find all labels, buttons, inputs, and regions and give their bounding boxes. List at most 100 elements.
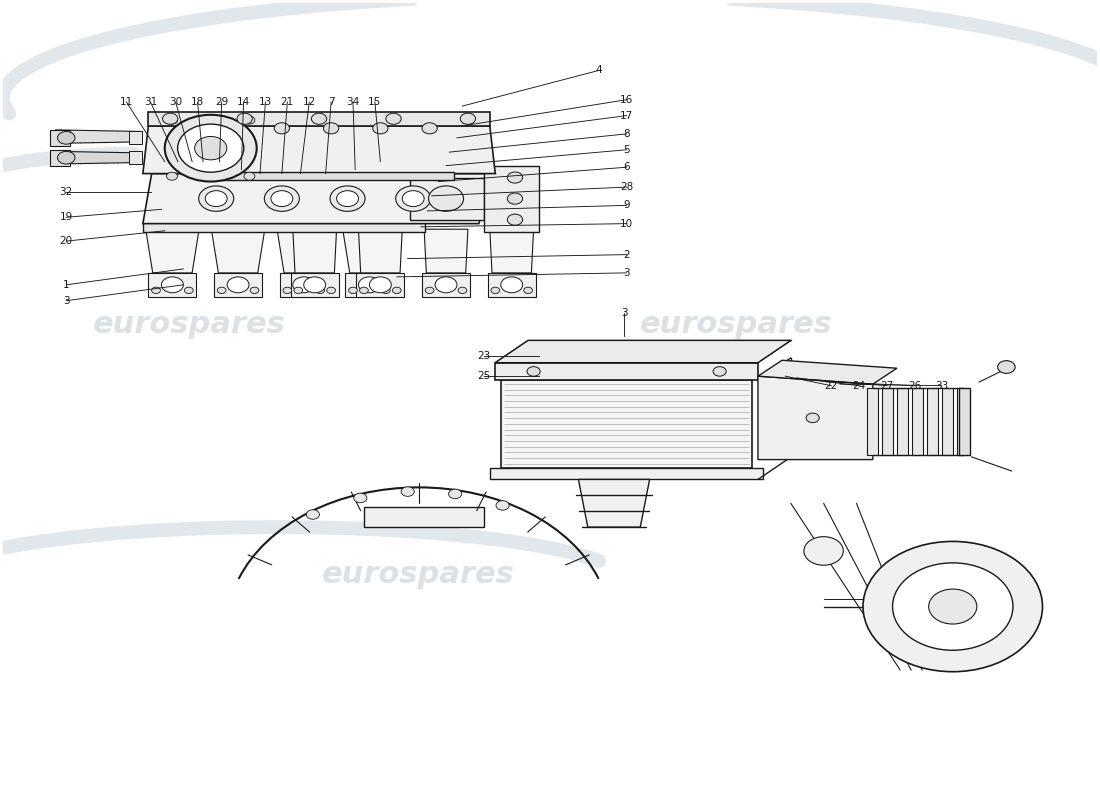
Text: 26: 26 bbox=[908, 381, 921, 390]
Circle shape bbox=[152, 287, 161, 294]
Circle shape bbox=[354, 494, 367, 502]
Circle shape bbox=[206, 190, 227, 206]
Text: 14: 14 bbox=[236, 97, 250, 107]
Circle shape bbox=[323, 122, 339, 134]
Bar bbox=[50, 150, 69, 166]
Circle shape bbox=[264, 186, 299, 211]
Polygon shape bbox=[356, 273, 405, 297]
Circle shape bbox=[429, 186, 463, 211]
Text: 6: 6 bbox=[624, 162, 630, 172]
Circle shape bbox=[293, 277, 315, 293]
Circle shape bbox=[928, 589, 977, 624]
Circle shape bbox=[449, 489, 462, 498]
Text: 7: 7 bbox=[328, 97, 334, 107]
Polygon shape bbox=[912, 389, 923, 455]
Circle shape bbox=[403, 190, 425, 206]
Polygon shape bbox=[490, 229, 534, 273]
Circle shape bbox=[460, 114, 475, 124]
Polygon shape bbox=[868, 389, 878, 455]
Text: 30: 30 bbox=[169, 97, 183, 107]
Text: 27: 27 bbox=[880, 381, 893, 390]
Circle shape bbox=[283, 287, 292, 294]
Circle shape bbox=[236, 114, 252, 124]
Circle shape bbox=[244, 116, 255, 124]
Text: 29: 29 bbox=[214, 97, 229, 107]
Bar bbox=[959, 389, 970, 455]
Circle shape bbox=[330, 186, 365, 211]
Polygon shape bbox=[422, 273, 470, 297]
Polygon shape bbox=[359, 229, 403, 273]
Text: 24: 24 bbox=[852, 381, 866, 390]
Circle shape bbox=[311, 114, 327, 124]
Polygon shape bbox=[957, 389, 968, 455]
Polygon shape bbox=[55, 151, 142, 164]
Polygon shape bbox=[758, 360, 896, 384]
Polygon shape bbox=[579, 479, 650, 527]
Circle shape bbox=[491, 287, 499, 294]
Text: 11: 11 bbox=[120, 97, 133, 107]
Bar bbox=[211, 172, 453, 180]
Polygon shape bbox=[342, 226, 397, 273]
Text: eurospares: eurospares bbox=[640, 310, 833, 339]
Text: 3: 3 bbox=[621, 308, 628, 318]
Polygon shape bbox=[882, 389, 893, 455]
Polygon shape bbox=[145, 226, 200, 273]
Circle shape bbox=[393, 287, 402, 294]
Circle shape bbox=[274, 122, 289, 134]
Circle shape bbox=[349, 287, 358, 294]
Text: 12: 12 bbox=[302, 97, 316, 107]
Text: eurospares: eurospares bbox=[322, 560, 515, 590]
Circle shape bbox=[250, 287, 258, 294]
Text: eurospares: eurospares bbox=[92, 310, 285, 339]
Circle shape bbox=[458, 287, 466, 294]
Circle shape bbox=[360, 287, 368, 294]
Circle shape bbox=[306, 510, 319, 519]
Circle shape bbox=[422, 122, 438, 134]
Polygon shape bbox=[211, 226, 265, 273]
Text: 31: 31 bbox=[144, 97, 157, 107]
Text: 1: 1 bbox=[63, 280, 69, 290]
Polygon shape bbox=[214, 273, 262, 297]
Polygon shape bbox=[143, 126, 495, 174]
Text: 3: 3 bbox=[63, 296, 69, 306]
Polygon shape bbox=[55, 130, 142, 143]
Circle shape bbox=[804, 537, 844, 566]
Bar bbox=[129, 131, 142, 144]
Circle shape bbox=[185, 287, 194, 294]
Polygon shape bbox=[148, 273, 197, 297]
Circle shape bbox=[370, 277, 392, 293]
Circle shape bbox=[373, 122, 388, 134]
Circle shape bbox=[500, 277, 522, 293]
Circle shape bbox=[195, 137, 227, 160]
Circle shape bbox=[271, 190, 293, 206]
Text: 23: 23 bbox=[477, 351, 491, 362]
Circle shape bbox=[165, 114, 256, 182]
Bar bbox=[495, 362, 758, 380]
Circle shape bbox=[806, 413, 820, 422]
Polygon shape bbox=[345, 273, 394, 297]
Polygon shape bbox=[927, 389, 938, 455]
Text: 21: 21 bbox=[280, 97, 294, 107]
Circle shape bbox=[218, 287, 226, 294]
Circle shape bbox=[507, 193, 522, 204]
Bar bbox=[129, 151, 142, 164]
Circle shape bbox=[998, 361, 1015, 374]
Text: 4: 4 bbox=[596, 66, 603, 75]
Circle shape bbox=[864, 542, 1043, 672]
Polygon shape bbox=[490, 467, 763, 479]
Polygon shape bbox=[276, 226, 331, 273]
Text: 5: 5 bbox=[624, 145, 630, 154]
Text: 34: 34 bbox=[346, 97, 360, 107]
Bar bbox=[50, 130, 69, 146]
Circle shape bbox=[396, 186, 431, 211]
Text: 8: 8 bbox=[624, 129, 630, 139]
Circle shape bbox=[227, 277, 249, 293]
Circle shape bbox=[162, 277, 184, 293]
Circle shape bbox=[57, 131, 75, 144]
Polygon shape bbox=[279, 273, 328, 297]
Circle shape bbox=[337, 190, 359, 206]
Circle shape bbox=[524, 287, 532, 294]
Polygon shape bbox=[425, 229, 468, 273]
Circle shape bbox=[496, 501, 509, 510]
Circle shape bbox=[316, 287, 324, 294]
